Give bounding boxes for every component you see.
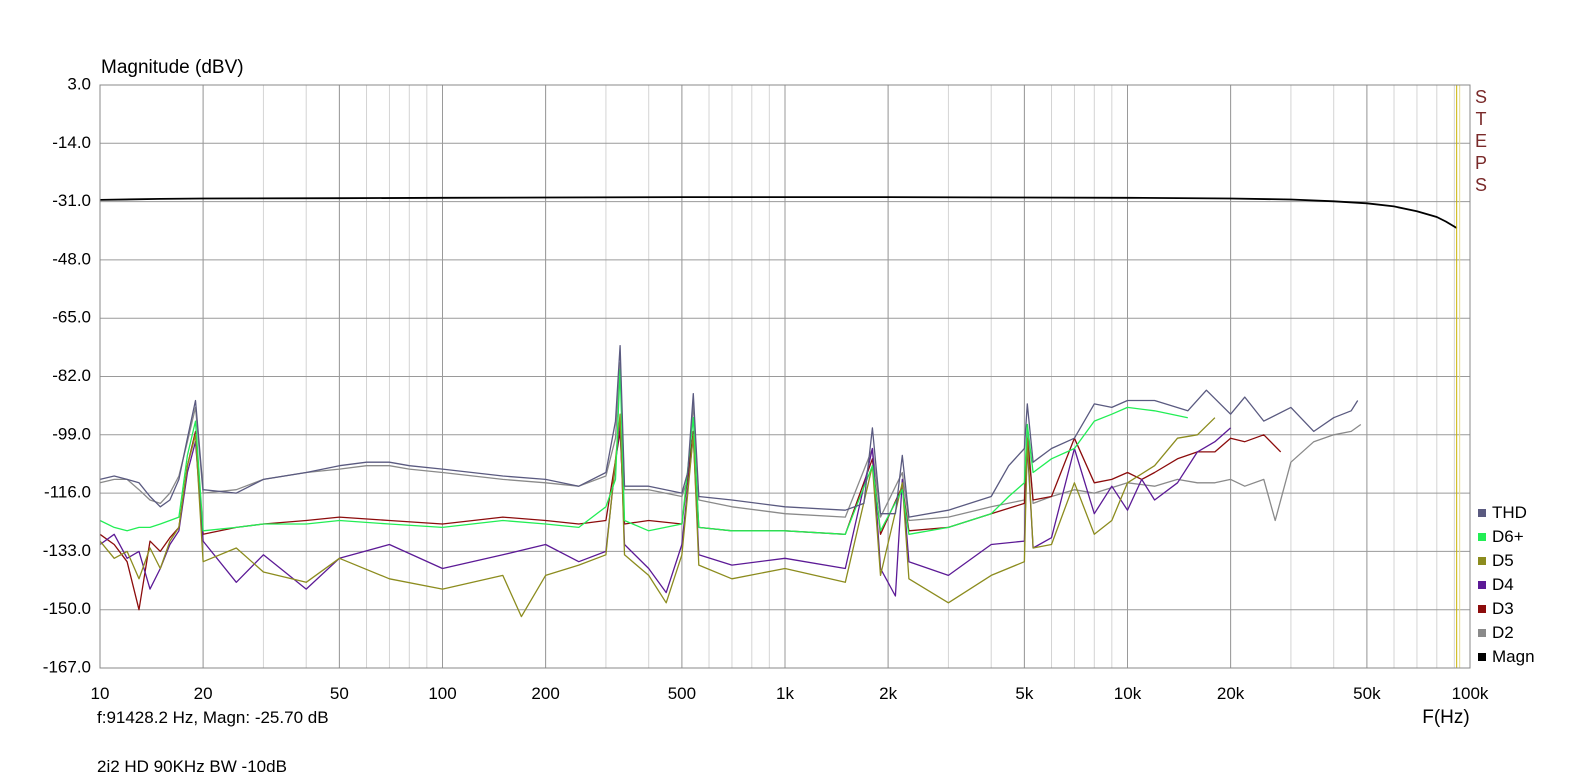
steps-letter: S [1475, 87, 1487, 107]
y-axis-label: Magnitude (dBV) [101, 57, 244, 78]
chart-caption: 2i2 HD 90KHz BW -10dB [97, 757, 287, 776]
steps-letter: T [1476, 109, 1487, 129]
x-tick-label: 5k [1015, 684, 1033, 703]
x-tick-label: 50k [1353, 684, 1381, 703]
steps-letter: S [1475, 175, 1487, 195]
y-tick-label: -65.0 [52, 308, 91, 327]
legend-label: THD [1492, 503, 1527, 522]
y-tick-label: -48.0 [52, 249, 91, 268]
cursor-group [1456, 85, 1461, 668]
legend-swatch [1478, 653, 1486, 661]
x-tick-label: 500 [668, 684, 696, 703]
legend-label: D4 [1492, 575, 1514, 594]
series-line-thd [99, 344, 1359, 518]
grid [99, 84, 1471, 669]
legend-swatch [1478, 557, 1486, 565]
x-ticks: 10 20 50 100 200 500 1k 2k 5k 10k 20k 50k 100k [91, 684, 1489, 703]
legend: THD D6+ D5 D4 D3 D2 Magn [1478, 503, 1535, 666]
series-group [99, 196, 1458, 618]
legend-label: D6+ [1492, 527, 1524, 546]
series-line-d5 [99, 413, 1216, 618]
y-tick-label: -14.0 [52, 133, 91, 152]
series-line-d6-plus [99, 368, 1188, 535]
x-tick-label: 100 [428, 684, 456, 703]
steps-letter: E [1475, 131, 1487, 151]
plot-frame [99, 84, 1471, 669]
legend-swatch [1478, 605, 1486, 613]
cursor-readout: f:91428.2 Hz, Magn: -25.70 dB [97, 708, 329, 727]
legend-label: D5 [1492, 551, 1514, 570]
series-line-magn [99, 196, 1458, 229]
x-tick-label: 1k [776, 684, 794, 703]
series-line-d4 [99, 420, 1232, 597]
y-tick-label: -133.0 [43, 541, 91, 560]
legend-label: Magn [1492, 647, 1535, 666]
y-tick-label: -31.0 [52, 191, 91, 210]
legend-label: D3 [1492, 599, 1514, 618]
y-tick-label: -150.0 [43, 599, 91, 618]
x-axis-label: F(Hz) [1422, 707, 1469, 728]
legend-swatch [1478, 533, 1486, 541]
y-tick-label: -99.0 [52, 424, 91, 443]
x-tick-label: 200 [531, 684, 559, 703]
y-tick-label: 3.0 [67, 74, 91, 93]
x-tick-label: 10k [1114, 684, 1142, 703]
y-tick-label: -82.0 [52, 366, 91, 385]
steps-letter: P [1475, 153, 1487, 173]
x-tick-label: 20k [1217, 684, 1245, 703]
legend-swatch [1478, 509, 1486, 517]
legend-swatch [1478, 629, 1486, 637]
y-tick-label: -167.0 [43, 657, 91, 676]
x-tick-label: 2k [879, 684, 897, 703]
x-tick-label: 20 [194, 684, 213, 703]
legend-label: D2 [1492, 623, 1514, 642]
series-line-d2 [99, 362, 1362, 522]
legend-swatch [1478, 581, 1486, 589]
y-ticks: 3.0 -14.0 -31.0 -48.0 -65.0 -82.0 -99.0 -116.0 -… [43, 74, 91, 676]
x-tick-label: 100k [1452, 684, 1489, 703]
x-tick-label: 50 [330, 684, 349, 703]
y-tick-label: -116.0 [44, 483, 91, 502]
x-tick-label: 10 [91, 684, 110, 703]
